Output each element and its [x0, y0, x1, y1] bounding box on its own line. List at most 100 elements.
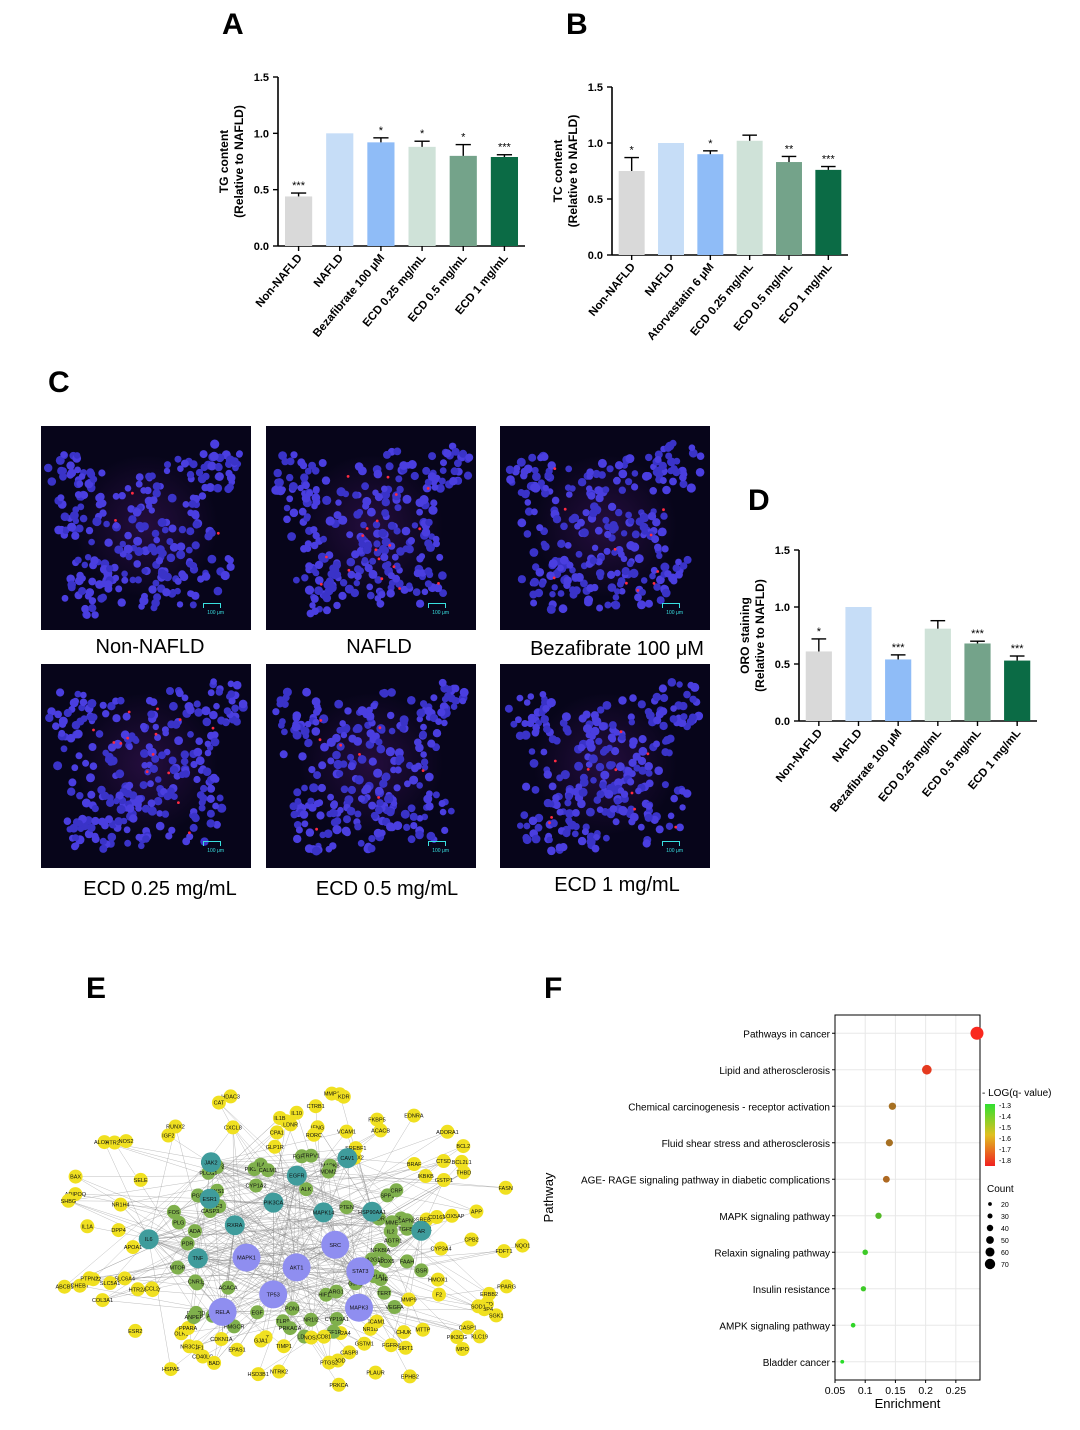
- nucleus: [326, 516, 335, 525]
- node-label: PTGS2: [320, 1361, 338, 1367]
- nucleus: [149, 507, 155, 513]
- nucleus: [408, 460, 417, 469]
- nucleus: [58, 730, 65, 737]
- nucleus: [119, 492, 126, 499]
- nucleus: [553, 515, 561, 523]
- nucleus: [386, 462, 394, 470]
- nucleus: [313, 570, 320, 577]
- nucleus: [203, 718, 212, 727]
- nucleus: [375, 806, 383, 814]
- nucleus: [643, 839, 651, 847]
- nucleus: [168, 827, 175, 834]
- nucleus: [90, 762, 98, 770]
- node-label: BRAF: [407, 1162, 422, 1168]
- node-label: LDNR: [283, 1122, 298, 1128]
- nucleus: [106, 565, 113, 572]
- node-label: ARG1: [329, 1290, 344, 1296]
- node-label: RELA: [215, 1310, 230, 1316]
- nucleus: [212, 803, 219, 810]
- nucleus: [53, 761, 62, 770]
- nucleus: [182, 838, 190, 846]
- nucleus: [60, 451, 67, 458]
- nucleus: [293, 788, 301, 796]
- nucleus: [604, 790, 613, 799]
- nucleus: [187, 471, 194, 478]
- nucleus: [532, 786, 540, 794]
- nucleus: [464, 472, 472, 480]
- nucleus: [574, 523, 581, 530]
- dot-point: [861, 1286, 866, 1291]
- nucleus: [102, 750, 109, 757]
- node-label: HSP90AA1: [358, 1210, 386, 1216]
- lipid-droplet: [625, 582, 628, 585]
- nucleus: [387, 688, 396, 697]
- nucleus: [287, 532, 296, 541]
- nucleus: [304, 739, 312, 747]
- nucleus: [190, 601, 197, 608]
- node-label: TIMP1: [276, 1344, 292, 1350]
- nucleus: [115, 817, 123, 825]
- nucleus: [451, 467, 459, 475]
- y-tick-label: 1.5: [588, 82, 603, 94]
- network-node: CYP1A2: [245, 1179, 266, 1193]
- node-label: HSD3B1: [247, 1372, 268, 1378]
- nucleus: [582, 828, 589, 835]
- nucleus: [366, 584, 373, 591]
- nucleus: [552, 794, 560, 802]
- lipid-droplet: [112, 741, 115, 744]
- nucleus: [452, 448, 460, 456]
- nucleus: [183, 501, 190, 508]
- significance-label: ***: [971, 628, 985, 640]
- nucleus: [309, 783, 318, 792]
- nucleus: [613, 818, 620, 825]
- size-legend-dot: [985, 1247, 994, 1256]
- nucleus: [190, 460, 198, 468]
- dot-point: [922, 1065, 932, 1075]
- nucleus: [529, 817, 538, 826]
- nucleus: [367, 592, 375, 600]
- nucleus: [214, 587, 223, 596]
- network-node: NQO1: [515, 1239, 531, 1253]
- nucleus: [296, 827, 303, 834]
- nucleus: [419, 731, 427, 739]
- nucleus: [517, 823, 523, 829]
- nucleus: [83, 611, 91, 619]
- nucleus: [172, 721, 180, 729]
- node-label: ERBB2: [480, 1292, 498, 1298]
- nucleus: [211, 738, 220, 747]
- nucleus: [86, 588, 95, 597]
- nucleus: [117, 697, 125, 705]
- nucleus: [313, 532, 320, 539]
- significance-label: ***: [822, 154, 836, 166]
- nucleus: [566, 491, 573, 498]
- node-label: PPARA: [179, 1326, 198, 1332]
- nucleus: [439, 478, 446, 485]
- nucleus: [192, 541, 200, 549]
- nucleus: [281, 458, 288, 465]
- nucleus: [315, 706, 322, 713]
- nucleus: [302, 820, 309, 827]
- panel-letter-b: B: [566, 8, 588, 42]
- nucleus: [560, 523, 568, 531]
- nucleus: [135, 805, 142, 812]
- nucleus: [440, 467, 447, 474]
- network-node: PPARG: [497, 1279, 516, 1293]
- nucleus: [305, 586, 314, 595]
- nucleus: [82, 799, 91, 808]
- node-label: IL6: [145, 1237, 153, 1243]
- nucleus: [683, 691, 691, 699]
- network-node: BCL2: [456, 1139, 470, 1153]
- cell-nuclei: [266, 426, 476, 630]
- nucleus: [644, 762, 653, 771]
- x-tick-label: Bezafibrate 100 μM: [828, 727, 904, 815]
- nucleus: [544, 472, 552, 480]
- nucleus: [156, 557, 163, 564]
- nucleus: [193, 748, 202, 757]
- network-node: MME: [385, 1215, 399, 1229]
- nucleus: [627, 778, 634, 785]
- micrograph-label: Non-NAFLD: [50, 636, 250, 659]
- nucleus: [574, 762, 583, 771]
- node-label: HMOX1: [428, 1278, 448, 1284]
- nucleus: [213, 703, 220, 710]
- lipid-droplet: [388, 544, 391, 547]
